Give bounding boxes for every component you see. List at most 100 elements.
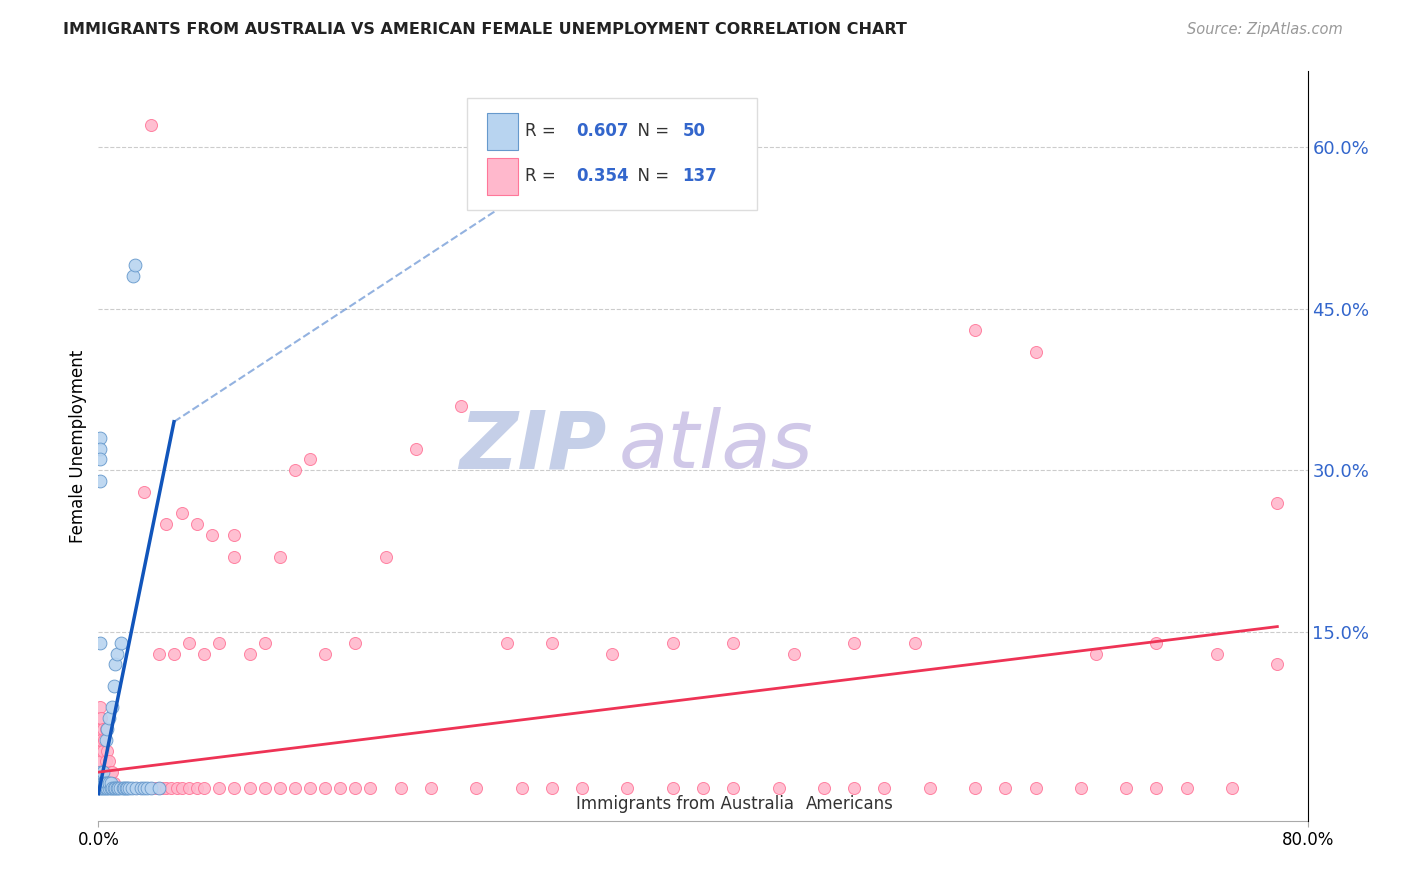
Point [96,781,118,796]
Point [284,463,307,477]
Point [450,399,472,413]
Point [121,781,143,796]
Point [193,647,215,661]
Point [114,781,136,796]
Point [105,781,128,796]
Point [224,781,246,796]
Point [314,781,336,796]
Point [89,743,111,757]
Point [101,700,124,714]
Point [344,636,367,650]
Point [389,781,412,796]
Text: Immigrants from Australia: Immigrants from Australia [576,795,794,814]
Point [96,765,118,780]
Point [111,781,134,796]
Point [510,781,533,796]
Point [94,722,117,736]
Point [94,776,117,790]
Point [93,776,115,790]
Point [132,484,155,499]
Point [100,781,122,796]
Point [1175,781,1198,796]
Point [110,781,132,796]
Point [90,765,112,780]
Point [145,781,167,796]
Point [813,781,835,796]
Text: 50: 50 [682,122,706,140]
Point [91,743,114,757]
Point [96,743,118,757]
Point [96,781,118,796]
Point [105,781,128,796]
Point [1144,636,1167,650]
Point [160,781,183,796]
Point [118,781,141,796]
Point [129,781,152,796]
Point [89,776,111,790]
Point [103,781,125,796]
Point [90,732,112,747]
Text: IMMIGRANTS FROM AUSTRALIA VS AMERICAN FEMALE UNEMPLOYMENT CORRELATION CHART: IMMIGRANTS FROM AUSTRALIA VS AMERICAN FE… [63,22,907,37]
Point [89,781,111,796]
Point [101,781,124,796]
Point [239,781,262,796]
Text: Source: ZipAtlas.com: Source: ZipAtlas.com [1187,22,1343,37]
Point [208,781,231,796]
Point [148,647,170,661]
Point [141,118,163,132]
Point [89,452,111,467]
Point [90,781,112,796]
Point [201,528,224,542]
Point [104,781,127,796]
Point [141,781,163,796]
Point [89,700,111,714]
FancyBboxPatch shape [486,113,517,150]
FancyBboxPatch shape [486,158,517,194]
Point [124,259,146,273]
Point [90,781,112,796]
Text: N =: N = [627,122,675,140]
Point [94,755,117,769]
Point [170,781,193,796]
Point [91,765,114,780]
Point [783,647,806,661]
Point [179,636,201,650]
Point [100,781,122,796]
Point [135,781,157,796]
Point [208,636,231,650]
Point [661,636,683,650]
Point [121,781,143,796]
Point [129,781,152,796]
Point [94,781,117,796]
Point [224,549,246,564]
Point [89,765,111,780]
Point [1115,781,1137,796]
Point [89,781,111,796]
Point [93,781,115,796]
Point [873,781,896,796]
Point [540,781,562,796]
Point [269,781,291,796]
Point [965,323,987,337]
Point [360,781,382,796]
Point [93,776,115,790]
Point [98,781,121,796]
Point [89,431,111,445]
Point [132,781,155,796]
Point [571,781,593,796]
Text: ZIP: ZIP [458,407,606,485]
Point [193,781,215,796]
Point [1070,781,1092,796]
Point [115,781,138,796]
Point [89,711,111,725]
FancyBboxPatch shape [467,97,758,210]
Point [93,732,115,747]
Point [284,781,307,796]
Point [1267,657,1289,672]
Point [661,781,683,796]
Point [98,711,121,725]
Point [768,781,790,796]
Point [107,781,129,796]
Point [104,657,127,672]
Point [104,781,127,796]
